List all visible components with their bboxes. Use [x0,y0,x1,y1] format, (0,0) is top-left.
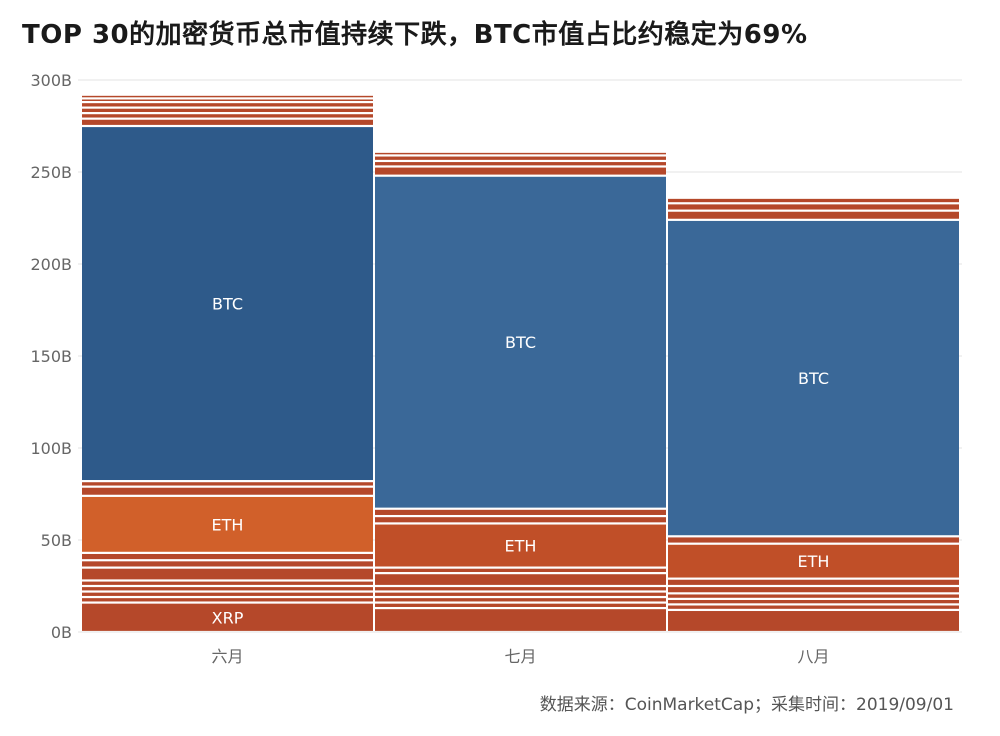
bar-segment [82,99,373,101]
bar-segment [668,594,959,598]
bar-segment [82,598,373,602]
y-tick-label: 250B [30,163,72,182]
bar-segment [375,598,666,602]
bar-segment [375,509,666,515]
bar-segment [82,561,373,567]
y-tick-label: 200B [30,255,72,274]
segment-label-btc: BTC [798,369,829,388]
bar-segment [375,603,666,607]
bar-segment [668,605,959,609]
bar-segment [668,579,959,585]
bars [82,95,959,631]
y-tick-label: 150B [30,347,72,366]
bar-segment [668,198,959,203]
bar-segment [668,587,959,593]
bar-segment [375,167,666,175]
bar-segment [668,599,959,604]
bar-segment [668,211,959,219]
segment-label-xrp: XRP [212,608,244,627]
bar-segment [82,592,373,596]
bar-segment [375,587,666,591]
bar-segment-eth [82,496,373,552]
y-tick-label: 300B [30,71,72,90]
bar-segment [668,537,959,543]
bar-segment-xrp [82,603,373,631]
bar-segment-btc [375,176,666,508]
bar-segment [375,162,666,166]
bar-segment [82,95,373,98]
bar-segment-eth [668,544,959,578]
bar-segment [375,152,666,155]
chart-title: TOP 30的加密货币总市值持续下跌，BTC市值占比约稳定为69% [22,20,808,50]
bar-segment [82,108,373,113]
bar-segment-btc [82,127,373,481]
x-tick-label: 六月 [211,647,243,666]
bar-segment [668,611,959,631]
bar-segment [82,553,373,560]
source-note: 数据来源：CoinMarketCap；采集时间：2019/09/01 [539,695,954,715]
bar-segment [82,487,373,495]
bar-segment-btc [668,220,959,536]
bar-segment [82,581,373,585]
bar-segment [82,568,373,580]
bar-segment [375,609,666,631]
bar-segment [375,156,666,160]
bar-segment [375,592,666,596]
segment-label-eth: ETH [798,552,830,571]
segment-label-btc: BTC [505,333,536,352]
y-axis: 0B 50B 100B 150B 200B 250B 300B [30,71,72,642]
bar-segment [82,482,373,486]
y-tick-label: 100B [30,439,72,458]
x-tick-label: 七月 [504,647,536,666]
segment-label-eth: ETH [212,515,244,534]
bar-segment [82,587,373,591]
bar-segment-eth [375,524,666,567]
segment-label-eth: ETH [505,537,537,556]
segment-label-btc: BTC [212,295,243,314]
bar-segment [82,103,373,107]
bar-segment [375,574,666,585]
x-axis: 六月 七月 八月 [211,647,829,666]
bar-segment [668,204,959,210]
bar-segment [375,517,666,523]
y-tick-label: 0B [51,623,72,642]
bar-segment [375,568,666,573]
x-tick-label: 八月 [797,647,829,666]
bar-segment [82,119,373,125]
segment-labels: XRP ETH BTC ETH BTC ETH BTC [212,295,830,628]
y-tick-label: 50B [41,531,72,550]
bar-segment [82,114,373,118]
